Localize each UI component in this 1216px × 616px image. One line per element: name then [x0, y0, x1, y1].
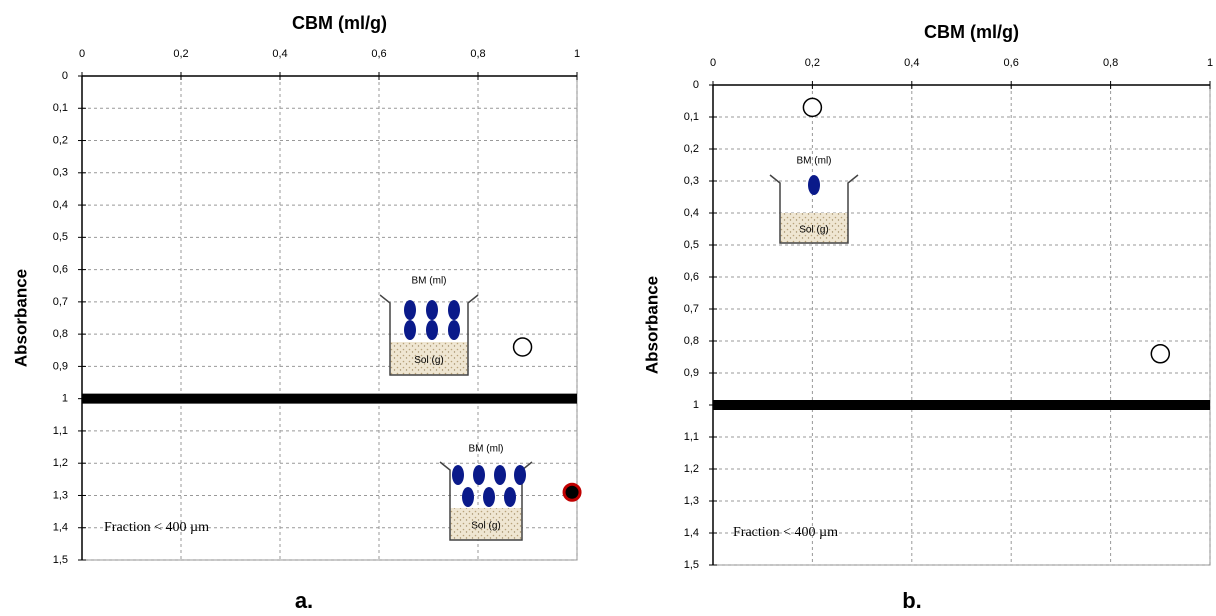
y-axis-label: Absorbance [642, 276, 661, 374]
inset-label: BM (ml) [797, 156, 832, 167]
y-tick-label: 1,3 [53, 489, 68, 501]
y-tick-label: 1,5 [684, 559, 699, 571]
caption: b. [902, 588, 922, 613]
y-tick-label: 1,2 [684, 463, 699, 475]
x-tick-label: 0,4 [904, 57, 919, 69]
y-tick-label: 0,2 [684, 143, 699, 155]
y-tick-label: 1,3 [684, 495, 699, 507]
x-tick-label: 0,6 [371, 48, 386, 60]
inset-label: BM (ml) [412, 276, 447, 287]
inset-particle [452, 465, 464, 485]
inset-label: Sol (g) [414, 355, 443, 366]
inset-label: BM (ml) [469, 444, 504, 455]
inset-soil [450, 508, 522, 540]
inset-beaker [769, 174, 859, 244]
inset-soil [780, 213, 848, 243]
y-tick-label: 1,1 [53, 425, 68, 437]
inset-particle [462, 487, 474, 507]
y-tick-label: 1,4 [53, 522, 68, 534]
inset-particle [808, 175, 820, 195]
chart-title: CBM (ml/g) [292, 13, 387, 33]
annotation: Fraction < 400 µm [733, 525, 838, 540]
x-tick-label: 0,8 [470, 48, 485, 60]
x-tick-label: 1 [1207, 57, 1213, 69]
y-tick-label: 0,8 [684, 335, 699, 347]
annotation: Fraction < 400 µm [104, 520, 209, 535]
caption: a. [295, 588, 313, 613]
y-tick-label: 0,9 [53, 360, 68, 372]
y-tick-label: 0,4 [53, 199, 68, 211]
inset-particle [404, 300, 416, 320]
data-point [512, 337, 533, 357]
inset-soil [390, 342, 468, 375]
inset-particle [473, 465, 485, 485]
inset-particle [426, 320, 438, 340]
y-tick-label: 0,8 [53, 328, 68, 340]
y-tick-label: 0,9 [684, 367, 699, 379]
x-tick-label: 0 [79, 48, 85, 60]
chart-title: CBM (ml/g) [924, 22, 1019, 42]
inset-beaker [379, 294, 479, 376]
y-tick-label: 0 [693, 79, 699, 91]
y-tick-label: 0,6 [53, 264, 68, 276]
inset-particle [404, 320, 416, 340]
y-tick-label: 0,5 [684, 239, 699, 251]
data-point [1150, 344, 1171, 364]
y-tick-label: 0,6 [684, 271, 699, 283]
y-tick-label: 1,2 [53, 457, 68, 469]
y-tick-label: 0,7 [684, 303, 699, 315]
inset-particle [448, 320, 460, 340]
y-tick-label: 0,3 [53, 167, 68, 179]
y-tick-label: 1,5 [53, 554, 68, 566]
inset-label: Sol (g) [471, 521, 500, 532]
inset-particle [448, 300, 460, 320]
plot-area [712, 84, 1211, 566]
inset-particle [514, 465, 526, 485]
y-tick-label: 0,2 [53, 134, 68, 146]
data-point [802, 97, 823, 118]
y-tick-label: 0,7 [53, 296, 68, 308]
y-tick-label: 0,1 [684, 111, 699, 123]
x-tick-label: 0,6 [1004, 57, 1019, 69]
x-tick-label: 0,8 [1103, 57, 1118, 69]
x-tick-label: 0,2 [173, 48, 188, 60]
inset-particle [494, 465, 506, 485]
y-tick-label: 1 [693, 399, 699, 411]
data-point [562, 482, 582, 502]
inset-particle [483, 487, 495, 507]
y-tick-label: 0,3 [684, 175, 699, 187]
inset-label: Sol (g) [799, 225, 828, 236]
x-tick-label: 1 [574, 48, 580, 60]
x-tick-label: 0,4 [272, 48, 287, 60]
y-tick-label: 1,1 [684, 431, 699, 443]
x-tick-label: 0,2 [805, 57, 820, 69]
y-tick-label: 0 [62, 70, 68, 82]
y-tick-label: 1 [62, 393, 68, 405]
inset-particle [504, 487, 516, 507]
y-tick-label: 1,4 [684, 527, 699, 539]
y-tick-label: 0,1 [53, 102, 68, 114]
plot-area [81, 75, 578, 561]
inset-particle [426, 300, 438, 320]
y-tick-label: 0,4 [684, 207, 699, 219]
x-tick-label: 0 [710, 57, 716, 69]
y-axis-label: Absorbance [11, 269, 30, 367]
y-tick-label: 0,5 [53, 231, 68, 243]
